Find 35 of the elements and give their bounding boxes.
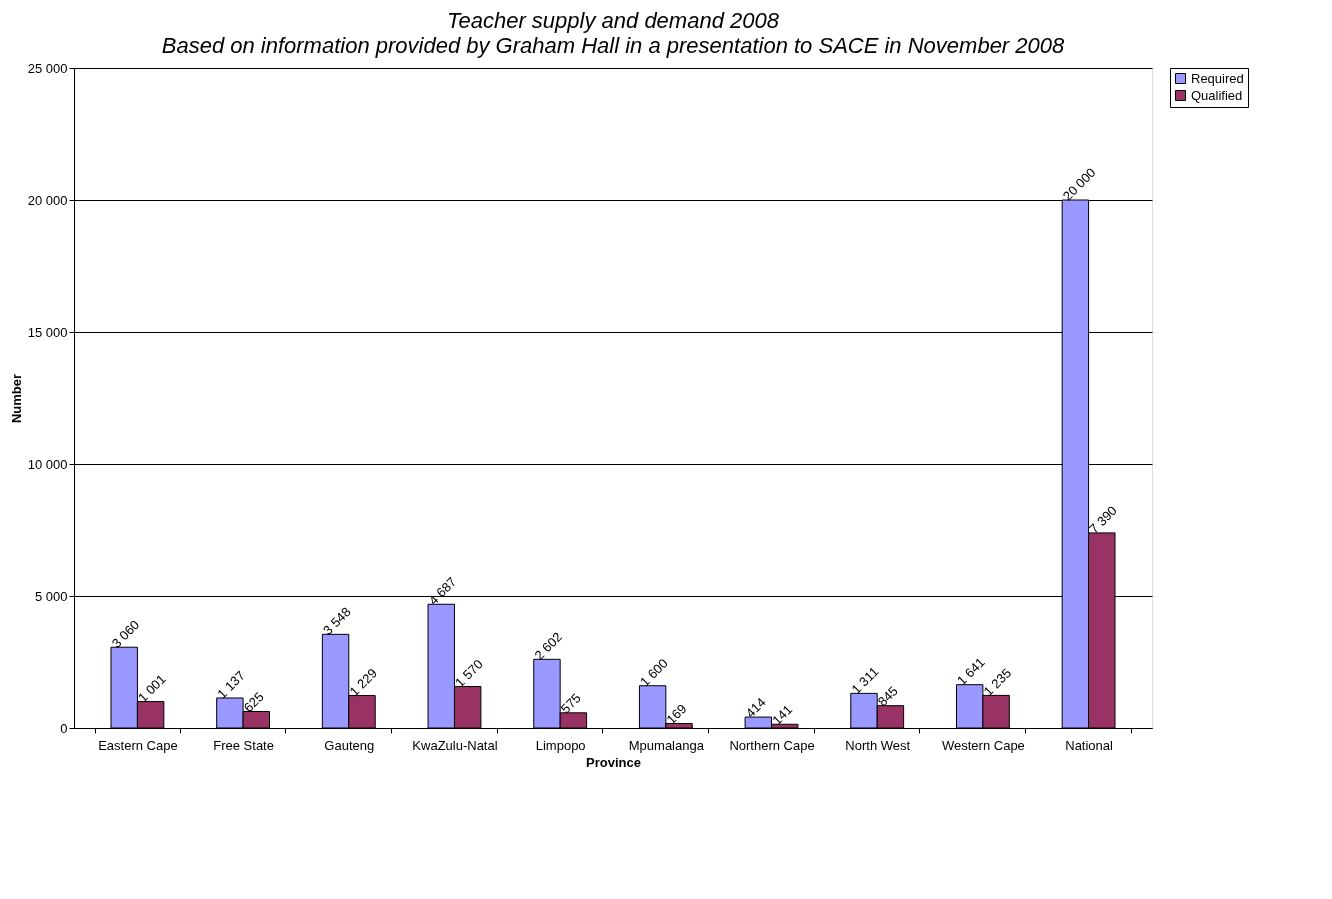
x-tick-label: Eastern Cape — [98, 737, 178, 753]
data-label: 7 390 — [1086, 502, 1120, 537]
legend-label: Required — [1191, 70, 1244, 86]
data-label: 2 602 — [531, 629, 566, 663]
x-tick-label: KwaZulu-Natal — [412, 737, 498, 753]
legend-label: Qualified — [1191, 87, 1243, 103]
data-label: 1 600 — [637, 655, 671, 690]
chart-subtitle: Based on information provided by Graham Hall in a presentation to SACE in November 2008 — [161, 33, 1066, 58]
x-tick-label: National — [1065, 737, 1114, 753]
data-label: 3 548 — [320, 604, 354, 638]
y-tick-label: 5 000 — [34, 588, 68, 604]
y-tick-label: 10 000 — [27, 456, 68, 472]
data-label: 414 — [742, 694, 769, 721]
data-label: 169 — [663, 701, 690, 728]
y-axis-title: Number — [8, 373, 24, 424]
x-tick-label: Western Cape — [941, 737, 1025, 753]
data-label: 1 229 — [346, 665, 381, 700]
data-label: 1 570 — [452, 656, 486, 691]
x-tick-label: North West — [845, 737, 911, 753]
x-tick-label: Northern Cape — [729, 737, 815, 753]
chart-title: Teacher supply and demand 2008 — [447, 8, 780, 33]
x-tick-label: Gauteng — [324, 737, 375, 753]
y-tick-label: 15 000 — [27, 324, 68, 340]
data-label: 141 — [769, 701, 796, 728]
data-label: 1 001 — [135, 671, 169, 706]
y-tick-label: 0 — [60, 720, 68, 736]
data-label: 20 000 — [1059, 164, 1099, 204]
x-tick-label: Free State — [213, 737, 274, 753]
data-label: 575 — [557, 690, 584, 717]
data-label: 3 060 — [108, 617, 143, 651]
y-tick-label: 25 000 — [27, 60, 68, 76]
y-tick-label: 20 000 — [27, 192, 68, 208]
x-tick-label: Limpopo — [535, 737, 586, 753]
x-tick-label: Mpumalanga — [628, 737, 705, 753]
x-axis-title: Province — [586, 754, 641, 770]
